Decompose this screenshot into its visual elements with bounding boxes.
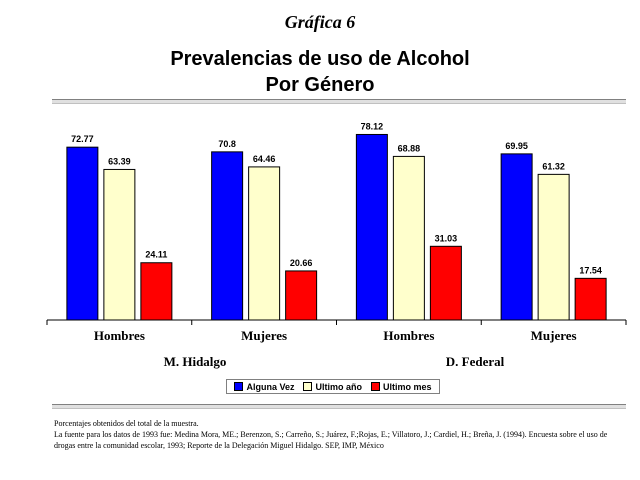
data-label-alguna-vez: 72.77	[71, 134, 94, 144]
bar-ultimo-mes	[429, 245, 462, 321]
top-divider	[52, 99, 626, 104]
data-label-alguna-vez: 69.95	[505, 141, 528, 151]
legend-label-alguna-vez: Alguna Vez	[246, 381, 295, 392]
chart-title-line-2: Por Género	[265, 74, 375, 96]
chart-supertitle: Gráfica 6	[284, 12, 356, 32]
bar-alguna-vez	[211, 151, 244, 321]
legend-item-ultimo-ano: Ultimo año	[303, 382, 362, 392]
legend-item-alguna-vez: Alguna Vez	[234, 381, 295, 392]
bar-alguna-vez	[355, 133, 388, 321]
data-label-ultimo-ano: 68.88	[398, 143, 421, 153]
chart-title-line-1: Prevalencias de uso de Alcohol	[170, 48, 470, 70]
legend-label-ultimo-mes: Ultimo mes	[382, 381, 432, 392]
chart-title: Prevalencias de uso de Alcohol Por Géner…	[0, 46, 640, 98]
data-label-alguna-vez: 78.12	[361, 121, 384, 131]
bar-ultimo-mes	[285, 270, 318, 321]
category-label-hombres: Hombres	[383, 328, 434, 343]
bar-ultimo-ano	[537, 173, 570, 321]
legend-swatch-ultimo-ano	[303, 382, 313, 391]
data-label-ultimo-mes: 24.11	[145, 250, 167, 260]
data-label-ultimo-mes: 20.66	[290, 258, 313, 268]
group-label-m-hidalgo: M. Hidalgo	[164, 354, 227, 369]
bar-ultimo-ano	[392, 155, 425, 321]
legend-swatch-alguna-vez	[234, 382, 244, 391]
data-label-ultimo-mes: 31.03	[435, 233, 458, 243]
bar-alguna-vez	[500, 153, 533, 321]
bar-alguna-vez	[66, 146, 99, 321]
legend-item-ultimo-mes: Ultimo mes	[370, 381, 432, 392]
bar-ultimo-mes	[140, 262, 173, 321]
group-label-d-federal: D. Federal	[446, 354, 505, 369]
bar-ultimo-ano	[248, 166, 281, 321]
footnote-1: Porcentajes obtenidos del total de la mu…	[54, 419, 199, 428]
bottom-divider	[52, 404, 626, 409]
data-label-ultimo-ano: 64.46	[253, 154, 276, 164]
data-label-ultimo-ano: 63.39	[108, 156, 131, 166]
category-label-mujeres: Mujeres	[241, 328, 287, 343]
footnotes: Porcentajes obtenidos del total de la mu…	[54, 418, 624, 451]
legend-label-ultimo-ano: Ultimo año	[315, 381, 362, 392]
data-label-alguna-vez: 70.8	[218, 139, 236, 149]
category-label-hombres: Hombres	[94, 328, 145, 343]
data-label-ultimo-ano: 61.32	[542, 161, 565, 171]
footnote-2: La fuente para los datos de 1993 fue: Me…	[54, 430, 608, 450]
category-label-mujeres: Mujeres	[531, 328, 577, 343]
bar-ultimo-mes	[574, 277, 607, 321]
bar-ultimo-ano	[103, 168, 136, 321]
legend-swatch-ultimo-mes	[370, 382, 380, 391]
chart-legend: Alguna Vez Ultimo año Ultimo mes	[226, 379, 440, 394]
data-label-ultimo-mes: 17.54	[579, 265, 602, 275]
